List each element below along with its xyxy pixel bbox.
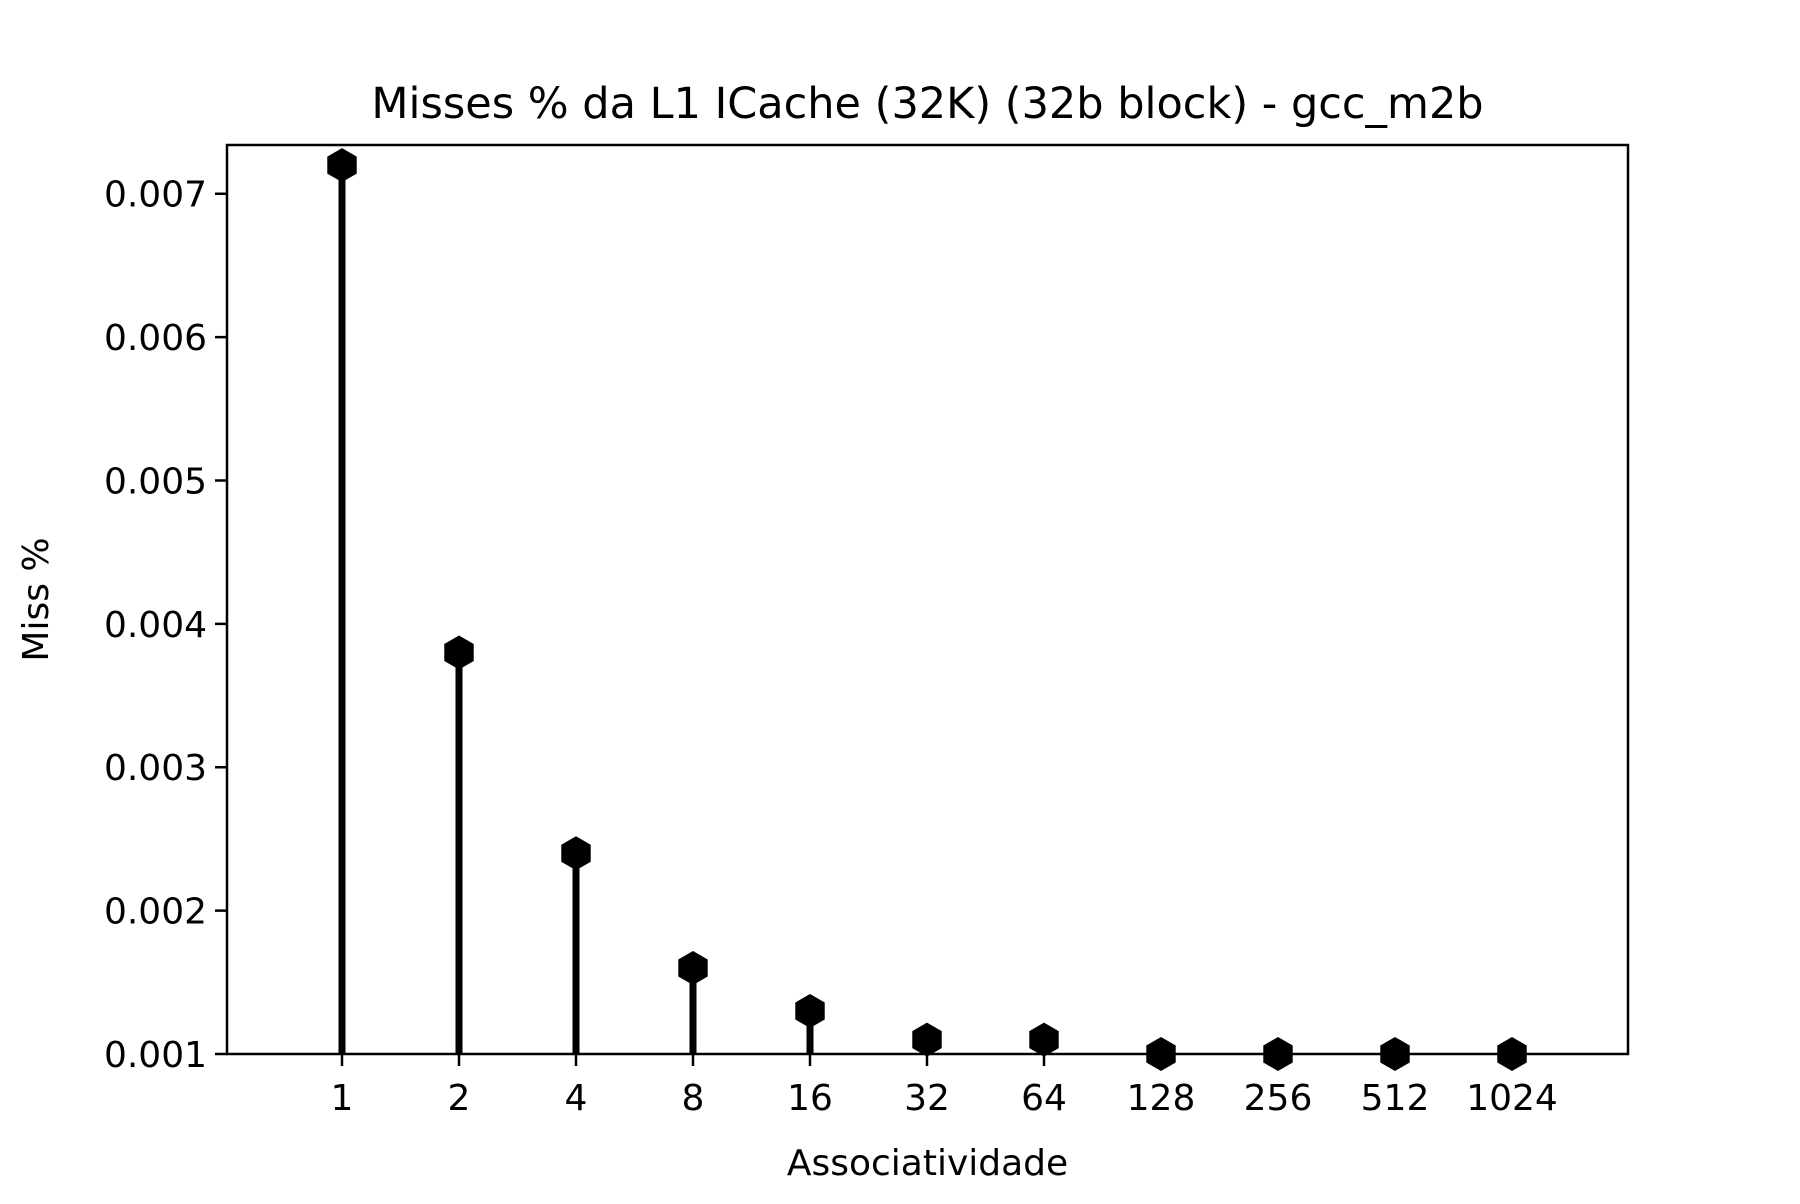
plot-area-frame [225,143,1630,1056]
x-axis-label: Associatividade [787,1143,1068,1184]
stem-marker [795,993,825,1028]
stem-marker [444,635,474,670]
chart-title: Misses % da L1 ICache (32K) (32b block) … [371,79,1483,129]
stem-marker [912,1022,942,1057]
stem-marker [327,148,357,183]
markers-layer [327,148,1527,1071]
stems-layer [338,165,1048,1054]
x-tick-label: 16 [787,1078,833,1119]
x-tick-label: 2 [448,1078,471,1119]
stem-marker [1029,1022,1059,1057]
x-tick-label: 4 [565,1078,588,1119]
x-tick-label: 8 [682,1078,705,1119]
x-tick-label: 1 [331,1078,354,1119]
x-tick-label: 256 [1244,1078,1313,1119]
y-tick-label: 0.006 [104,318,207,359]
stem-marker [678,950,708,985]
y-axis-label: Miss % [16,537,57,661]
y-axis-ticks: 0.001 0.002 0.003 0.004 0.005 0.006 0.007 [104,175,227,1076]
x-tick-label: 64 [1021,1078,1067,1119]
x-tick-label: 512 [1361,1078,1430,1119]
x-tick-label: 32 [904,1078,950,1119]
stem-marker [561,836,591,871]
x-tick-label: 1024 [1466,1078,1558,1119]
y-tick-label: 0.007 [104,175,207,216]
x-tick-label: 128 [1127,1078,1196,1119]
y-tick-label: 0.003 [104,748,207,789]
y-tick-label: 0.002 [104,892,207,933]
y-tick-label: 0.004 [104,605,207,646]
y-tick-label: 0.005 [104,461,207,502]
x-axis-ticks: 1 2 4 8 16 32 64 128 256 512 1024 [331,1054,1558,1119]
y-tick-label: 0.001 [104,1035,207,1076]
